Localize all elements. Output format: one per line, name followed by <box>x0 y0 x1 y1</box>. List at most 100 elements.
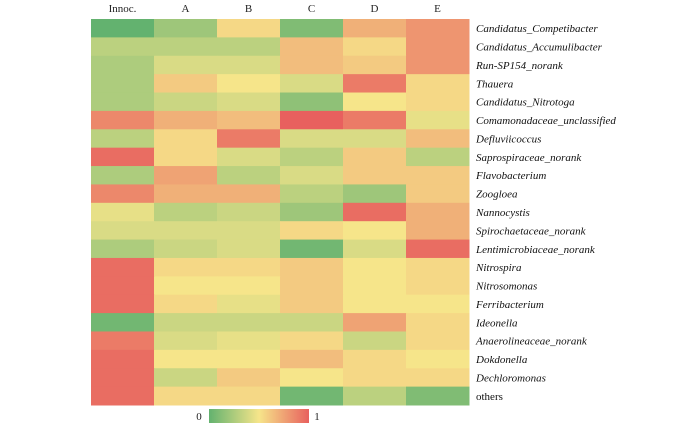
heatmap-cell <box>343 386 407 406</box>
row-label: Spirochaetaceae_norank <box>476 225 587 237</box>
heatmap-cell <box>343 349 407 369</box>
heatmap-cell <box>406 129 470 149</box>
heatmap-cell <box>154 294 218 314</box>
heatmap-cell <box>91 313 155 332</box>
row-label: Lentimicrobiaceae_norank <box>475 244 596 256</box>
heatmap-cell <box>91 202 155 222</box>
column-label: E <box>434 3 441 15</box>
heatmap-cell <box>280 147 344 167</box>
heatmap-cell <box>217 184 281 204</box>
heatmap-cell <box>217 19 281 38</box>
heatmap-cell <box>217 386 281 406</box>
heatmap-cell <box>343 257 407 277</box>
column-label: C <box>308 3 315 15</box>
heatmap-cell <box>406 239 470 259</box>
heatmap-cell <box>343 202 407 222</box>
heatmap-cell <box>280 294 344 314</box>
heatmap-cell <box>406 92 470 112</box>
heatmap-cell <box>154 276 218 296</box>
heatmap-cell <box>154 129 218 149</box>
heatmap-cell <box>217 147 281 167</box>
row-label: Nannocystis <box>475 207 530 219</box>
heatmap-cell <box>343 74 407 94</box>
heatmap-cell <box>91 239 155 259</box>
heatmap-cell <box>154 55 218 75</box>
heatmap-cell <box>343 110 407 130</box>
heatmap-cell <box>343 37 407 57</box>
row-label: Saprospiraceae_norank <box>476 152 582 164</box>
row-label: Run-SP154_norank <box>475 60 564 72</box>
row-label: Ideonella <box>475 317 518 329</box>
heatmap-cell <box>406 276 470 296</box>
row-label: Candidatus_Accumulibacter <box>476 42 603 54</box>
heatmap-cell <box>406 202 470 222</box>
heatmap-cell <box>406 257 470 277</box>
heatmap-cell <box>280 74 344 94</box>
heatmap-cell <box>280 55 344 75</box>
heatmap-cell <box>280 166 344 185</box>
heatmap-cell <box>343 368 407 388</box>
row-label: others <box>476 391 503 403</box>
heatmap-cell <box>91 110 155 130</box>
column-labels: Innoc. A B C D E <box>109 3 442 15</box>
heatmap-cell <box>91 147 155 167</box>
heatmap-cell <box>217 239 281 259</box>
heatmap-cell <box>406 368 470 388</box>
heatmap-cell <box>91 276 155 296</box>
row-label: Thauera <box>476 78 514 90</box>
heatmap-cell <box>154 92 218 112</box>
colorbar: 0 1 <box>196 409 320 423</box>
heatmap-cell <box>154 386 218 406</box>
colorbar-gradient <box>209 409 309 423</box>
heatmap-cell <box>217 368 281 388</box>
heatmap-cell <box>154 331 218 351</box>
heatmap-cell <box>343 276 407 296</box>
heatmap-cell <box>343 55 407 75</box>
heatmap-cell <box>154 202 218 222</box>
heatmap-cell <box>406 55 470 75</box>
row-labels: Candidatus_Competibacter Candidatus_Accum… <box>475 23 616 403</box>
heatmap-cell <box>91 166 155 185</box>
row-label: Candidatus_Nitrotoga <box>476 97 575 109</box>
heatmap-cell <box>154 257 218 277</box>
heatmap-cells <box>91 19 470 406</box>
heatmap-cell <box>343 19 407 38</box>
heatmap-cell <box>280 276 344 296</box>
heatmap-cell <box>406 166 470 185</box>
heatmap-cell <box>280 221 344 241</box>
heatmap-cell <box>217 202 281 222</box>
heatmap-cell <box>406 221 470 241</box>
heatmap-cell <box>91 184 155 204</box>
heatmap-cell <box>91 129 155 149</box>
row-label: Dechloromonas <box>475 372 546 384</box>
heatmap-cell <box>154 239 218 259</box>
heatmap-cell <box>217 166 281 185</box>
heatmap-cell <box>91 74 155 94</box>
heatmap-cell <box>91 92 155 112</box>
heatmap-cell <box>154 166 218 185</box>
heatmap-cell <box>406 331 470 351</box>
heatmap-cell <box>91 349 155 369</box>
column-label: A <box>182 3 190 15</box>
heatmap-cell <box>154 221 218 241</box>
heatmap-cell <box>154 37 218 57</box>
colorbar-min-label: 0 <box>196 411 202 423</box>
heatmap-cell <box>343 331 407 351</box>
heatmap-cell <box>217 37 281 57</box>
heatmap-cell <box>406 386 470 406</box>
heatmap-cell <box>91 368 155 388</box>
row-label: Anaerolineaceae_norank <box>475 336 588 348</box>
colorbar-max-label: 1 <box>314 411 320 423</box>
heatmap-cell <box>343 92 407 112</box>
heatmap-cell <box>217 129 281 149</box>
heatmap-cell <box>217 294 281 314</box>
heatmap-cell <box>217 331 281 351</box>
column-label: B <box>245 3 252 15</box>
heatmap-cell <box>154 184 218 204</box>
row-label: Nitrosomonas <box>475 281 537 293</box>
heatmap-cell <box>406 110 470 130</box>
heatmap-cell <box>217 110 281 130</box>
heatmap-cell <box>154 349 218 369</box>
row-label: Zoogloea <box>476 189 518 201</box>
